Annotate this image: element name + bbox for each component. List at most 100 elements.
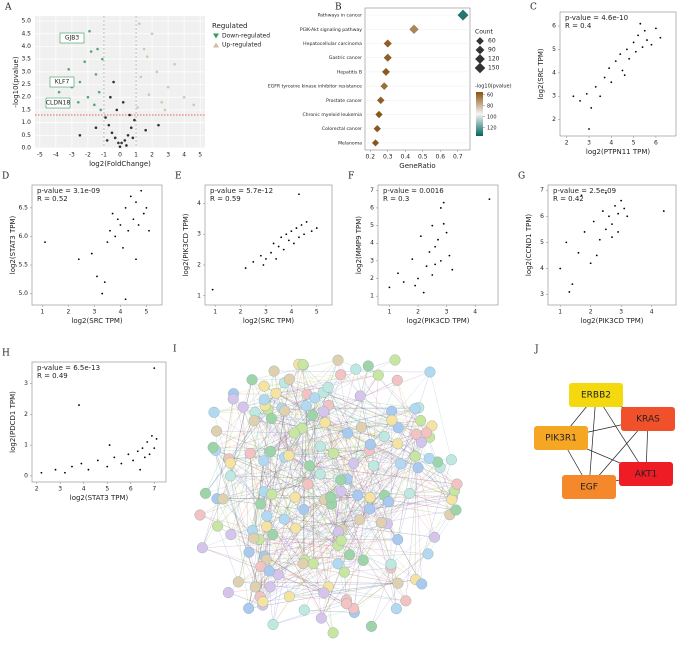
point bbox=[588, 128, 590, 130]
point bbox=[131, 136, 135, 140]
category-label: Gastric cancer bbox=[329, 55, 362, 61]
point bbox=[646, 39, 648, 41]
network-edge bbox=[266, 515, 435, 538]
network-node bbox=[248, 415, 260, 427]
network-node bbox=[222, 587, 234, 599]
x-tick-label: 1 bbox=[40, 309, 44, 316]
network-edge bbox=[390, 432, 427, 568]
network-node bbox=[569, 383, 623, 407]
network-edge bbox=[330, 497, 397, 609]
point bbox=[434, 263, 437, 266]
network-node bbox=[364, 491, 376, 503]
network-edge bbox=[273, 603, 347, 625]
x-tick-label: 3 bbox=[58, 486, 62, 493]
network-edge bbox=[217, 526, 239, 582]
point bbox=[99, 108, 103, 112]
point bbox=[120, 462, 123, 465]
y-axis-label: -log10(pvalue) bbox=[12, 56, 20, 107]
point bbox=[157, 123, 160, 127]
point bbox=[104, 116, 107, 119]
network-edge bbox=[269, 451, 305, 561]
y-tick-label: 4.5 bbox=[21, 30, 31, 37]
network-edge bbox=[222, 498, 232, 535]
point bbox=[599, 95, 602, 98]
x-axis-label: GeneRatio bbox=[399, 162, 435, 170]
network-edge bbox=[253, 371, 275, 539]
x-axis-label: log2(SRC TPM) bbox=[243, 317, 294, 325]
y-tick-label: 5 bbox=[552, 46, 556, 53]
network-edge bbox=[262, 563, 339, 606]
network-node bbox=[265, 413, 277, 425]
network-edge bbox=[205, 406, 244, 494]
point bbox=[106, 241, 109, 244]
point bbox=[272, 242, 275, 245]
point bbox=[411, 258, 414, 261]
network-node bbox=[390, 603, 402, 615]
network-node bbox=[327, 627, 339, 639]
point bbox=[57, 90, 61, 94]
annotation: p-value = 6.5e-13 bbox=[37, 364, 100, 372]
network-node bbox=[341, 598, 353, 610]
network-node bbox=[243, 546, 255, 558]
legend-swatch bbox=[476, 37, 484, 45]
network-node bbox=[309, 392, 321, 404]
point bbox=[120, 141, 123, 145]
network-node bbox=[368, 460, 380, 472]
dot bbox=[371, 139, 380, 147]
x-tick-label: 4 bbox=[289, 309, 293, 316]
point bbox=[115, 108, 119, 112]
point bbox=[434, 245, 437, 248]
network-node bbox=[196, 542, 208, 554]
network-edge bbox=[252, 360, 339, 380]
dot bbox=[375, 110, 383, 119]
network-node bbox=[258, 455, 270, 467]
network-node bbox=[429, 531, 441, 543]
point bbox=[145, 206, 148, 209]
dot bbox=[409, 24, 419, 34]
network-node bbox=[279, 405, 291, 417]
y-tick-label: 4.0 bbox=[21, 43, 31, 50]
network-node bbox=[335, 534, 347, 546]
category-label: PI3K-Akt signaling pathway bbox=[300, 27, 362, 33]
x-tick-label: 2 bbox=[239, 309, 243, 316]
point bbox=[86, 95, 90, 99]
x-tick-label: 6 bbox=[654, 140, 658, 147]
network-edge bbox=[302, 364, 358, 496]
point bbox=[133, 118, 136, 122]
plot-frame bbox=[204, 184, 333, 306]
x-tick-label: 1 bbox=[558, 309, 562, 316]
point bbox=[113, 456, 116, 459]
network-node bbox=[264, 581, 276, 593]
network-edge bbox=[248, 579, 416, 609]
network-edge bbox=[307, 484, 322, 619]
network-node bbox=[288, 427, 300, 439]
point bbox=[155, 70, 159, 74]
network-node bbox=[400, 595, 412, 607]
point bbox=[101, 57, 104, 61]
point bbox=[44, 241, 46, 244]
network-edge bbox=[346, 497, 371, 601]
network-node bbox=[217, 493, 229, 505]
node-label: KRAS bbox=[636, 415, 660, 425]
point bbox=[611, 223, 613, 226]
y-tick-label: 6 bbox=[552, 23, 556, 30]
legend-swatch bbox=[475, 45, 485, 55]
point bbox=[252, 261, 255, 263]
network-node bbox=[298, 604, 310, 616]
network-node bbox=[325, 491, 337, 503]
network-edge bbox=[304, 609, 355, 613]
point bbox=[148, 229, 150, 232]
point bbox=[109, 95, 112, 99]
network-edge bbox=[338, 427, 399, 532]
network-edge bbox=[271, 432, 295, 495]
network-node bbox=[562, 475, 616, 499]
x-axis-label: log2(PTPN11 TPM) bbox=[586, 148, 650, 156]
point bbox=[90, 252, 93, 255]
network-node bbox=[354, 514, 366, 526]
point bbox=[598, 238, 601, 241]
network-edge bbox=[302, 463, 401, 564]
x-tick-label: 4 bbox=[182, 152, 186, 159]
network-node bbox=[395, 458, 407, 470]
point bbox=[40, 471, 43, 474]
